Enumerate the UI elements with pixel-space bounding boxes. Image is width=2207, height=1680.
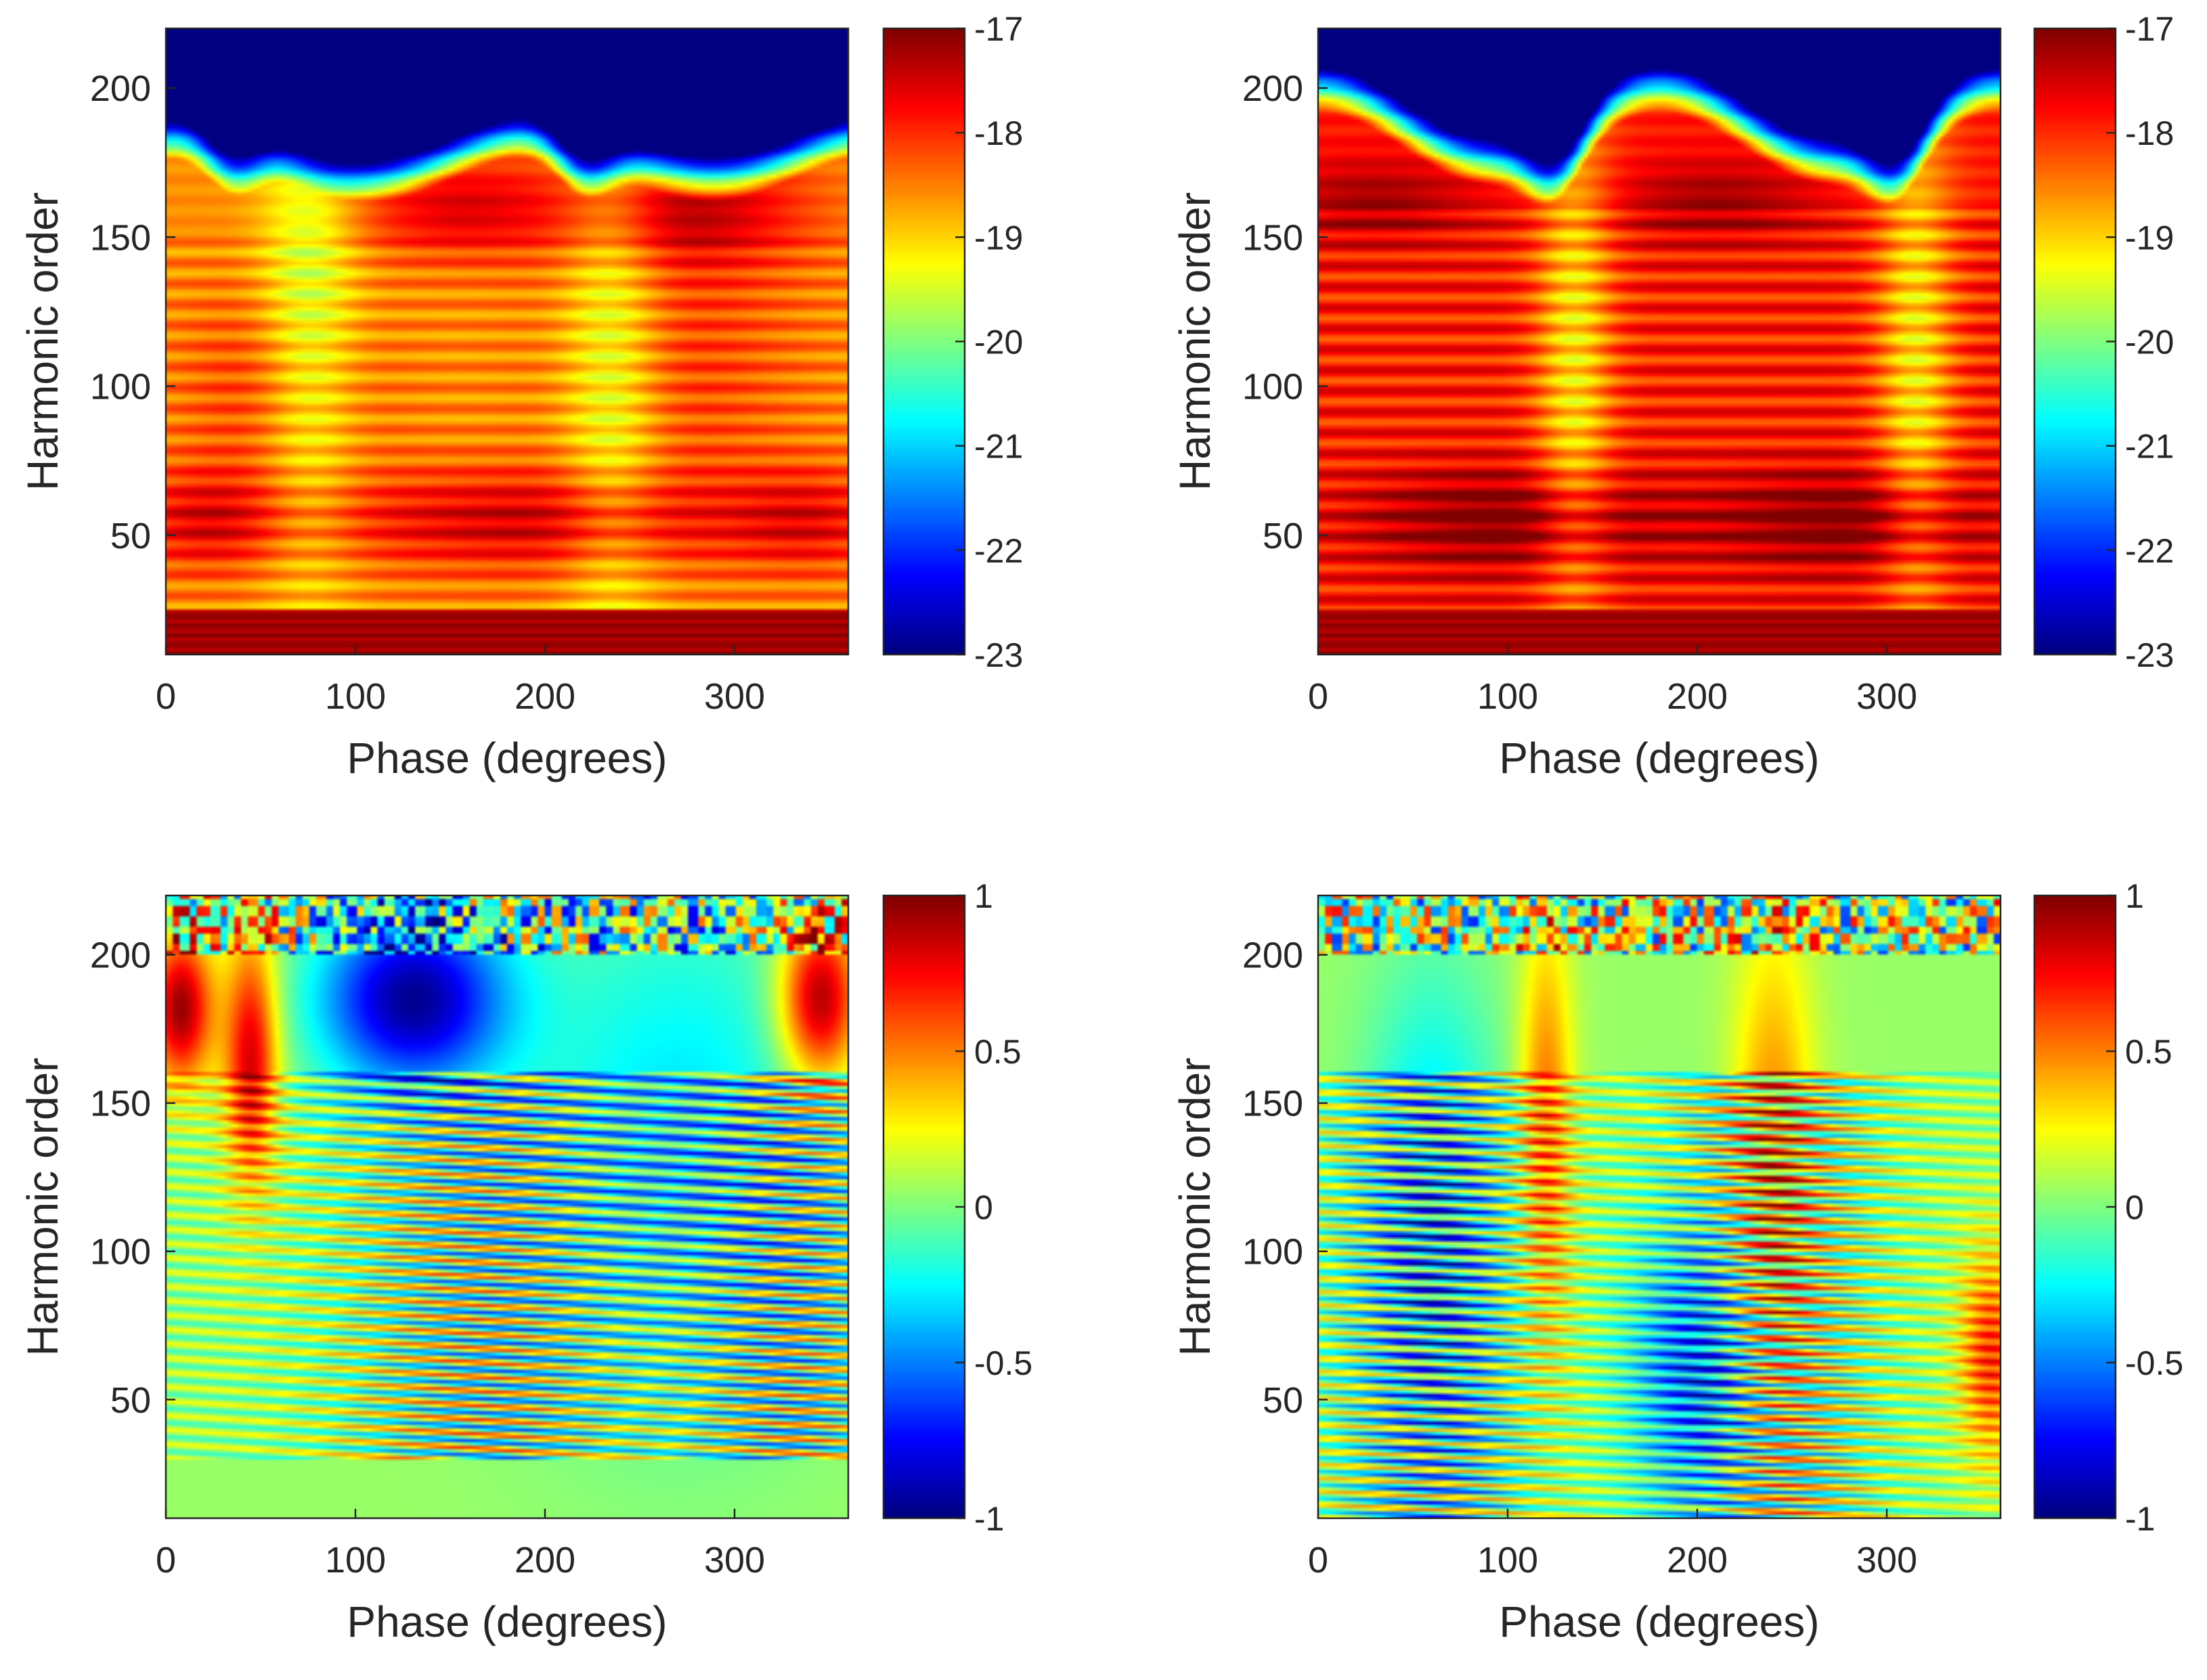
colorbar-tick-label: -19 bbox=[974, 219, 1023, 257]
x-axis-label: Phase (degrees) bbox=[347, 1597, 667, 1646]
y-tick-label: 200 bbox=[90, 68, 151, 109]
panel-top-right: 0 100 200 300 50 100 150 200 Phase (degrees) Harm… bbox=[1171, 10, 2174, 782]
colorbar-tick-label: -0.5 bbox=[974, 1344, 1032, 1382]
x-axis-label: Phase (degrees) bbox=[347, 734, 667, 782]
colorbar-tick-label: -18 bbox=[974, 114, 1023, 152]
heatmap-image bbox=[166, 896, 848, 1518]
x-tick-label: 300 bbox=[1856, 676, 1917, 717]
colorbar: 1 0.5 0 -0.5 -1 bbox=[882, 877, 1032, 1538]
x-tick-label: 0 bbox=[156, 1540, 176, 1580]
colorbar-tick-label: -1 bbox=[2125, 1500, 2155, 1538]
x-tick-label: 0 bbox=[1308, 676, 1328, 717]
y-tick-label: 50 bbox=[1263, 516, 1303, 556]
heatmap-image bbox=[1318, 28, 2001, 655]
x-tick-label: 100 bbox=[325, 1540, 386, 1580]
colorbar-tick-label: -21 bbox=[2125, 428, 2174, 466]
colorbar-tick-label: -23 bbox=[2125, 636, 2174, 674]
colorbar-tick-label: -19 bbox=[2125, 219, 2174, 257]
x-tick-label: 100 bbox=[325, 676, 386, 717]
panel-bottom-right: 0 100 200 300 50 100 150 200 Phase (degrees) Harm… bbox=[1171, 877, 2183, 1646]
colorbar-gradient bbox=[883, 28, 965, 655]
x-tick-label: 200 bbox=[515, 676, 575, 717]
heatmap-image bbox=[166, 28, 848, 655]
y-tick-label: 150 bbox=[90, 217, 151, 258]
x-tick-label: 300 bbox=[1856, 1540, 1917, 1580]
x-tick-label: 0 bbox=[156, 676, 176, 717]
x-tick-label: 300 bbox=[704, 1540, 765, 1580]
y-axis-label: Harmonic order bbox=[18, 1057, 67, 1356]
y-tick-label: 150 bbox=[1242, 217, 1303, 258]
colorbar: -17 -18 -19 -20 -21 -22 -23 bbox=[882, 10, 1023, 674]
x-tick-label: 100 bbox=[1477, 1540, 1538, 1580]
colorbar-gradient bbox=[2034, 896, 2116, 1518]
colorbar-tick-label: -1 bbox=[974, 1500, 1004, 1538]
x-tick-label: 300 bbox=[704, 676, 765, 717]
x-tick-label: 200 bbox=[515, 1540, 575, 1580]
colorbar-tick-label: -23 bbox=[974, 636, 1023, 674]
y-tick-label: 100 bbox=[1242, 367, 1303, 407]
colorbar-tick-label: 1 bbox=[974, 877, 993, 915]
y-tick-label: 200 bbox=[1242, 68, 1303, 109]
x-axis-label: Phase (degrees) bbox=[1499, 1597, 1819, 1646]
panel-bottom-left: 0 100 200 300 50 100 150 200 Phase (degrees) Harm… bbox=[18, 877, 1032, 1646]
x-tick-label: 200 bbox=[1667, 1540, 1728, 1580]
colorbar-tick-label: -18 bbox=[2125, 114, 2174, 152]
y-axis-label: Harmonic order bbox=[18, 192, 67, 491]
plot-frame bbox=[1317, 894, 2002, 1520]
colorbar-tick-label: -20 bbox=[974, 324, 1023, 361]
colorbar-tick-label: -22 bbox=[2125, 532, 2174, 570]
colorbar-tick-label: 0 bbox=[974, 1189, 993, 1226]
x-tick-label: 100 bbox=[1477, 676, 1538, 717]
colorbar-tick-label: -22 bbox=[974, 532, 1023, 570]
colorbar: 1 0.5 0 -0.5 -1 bbox=[2033, 877, 2183, 1538]
colorbar: -17 -18 -19 -20 -21 -22 -23 bbox=[2033, 10, 2174, 674]
y-tick-label: 50 bbox=[1263, 1380, 1303, 1421]
colorbar-tick-label: -20 bbox=[2125, 324, 2174, 361]
x-axis-label: Phase (degrees) bbox=[1499, 734, 1819, 782]
y-tick-label: 100 bbox=[90, 1232, 151, 1273]
y-axis-label: Harmonic order bbox=[1171, 1057, 1219, 1356]
plot-frame bbox=[165, 27, 850, 656]
x-tick-label: 0 bbox=[1308, 1540, 1328, 1580]
colorbar-gradient bbox=[2034, 28, 2116, 655]
colorbar-tick-label: 0.5 bbox=[2125, 1033, 2172, 1071]
colorbar-tick-label: 0 bbox=[2125, 1189, 2144, 1226]
y-tick-label: 100 bbox=[90, 367, 151, 407]
colorbar-tick-label: 0.5 bbox=[974, 1033, 1022, 1071]
colorbar-tick-label: -21 bbox=[974, 428, 1023, 466]
y-tick-label: 100 bbox=[1242, 1232, 1303, 1273]
y-tick-label: 150 bbox=[1242, 1084, 1303, 1124]
colorbar-gradient bbox=[883, 896, 965, 1518]
y-tick-label: 150 bbox=[90, 1084, 151, 1124]
plot-frame bbox=[1317, 27, 2002, 656]
heatmap-image bbox=[1318, 896, 2001, 1518]
colorbar-tick-label: -0.5 bbox=[2125, 1344, 2183, 1382]
plot-frame bbox=[165, 894, 850, 1520]
colorbar-tick-label: -17 bbox=[2125, 10, 2174, 48]
y-tick-label: 200 bbox=[1242, 935, 1303, 976]
y-tick-label: 50 bbox=[110, 1380, 151, 1421]
panel-top-left: 0 100 200 300 50 100 150 200 Phase (degrees) Harm… bbox=[18, 10, 1023, 782]
colorbar-tick-label: -17 bbox=[974, 10, 1023, 48]
colorbar-tick-label: 1 bbox=[2125, 877, 2144, 915]
y-axis-label: Harmonic order bbox=[1171, 192, 1219, 491]
x-tick-label: 200 bbox=[1667, 676, 1728, 717]
y-tick-label: 200 bbox=[90, 935, 151, 976]
y-tick-label: 50 bbox=[110, 516, 151, 556]
